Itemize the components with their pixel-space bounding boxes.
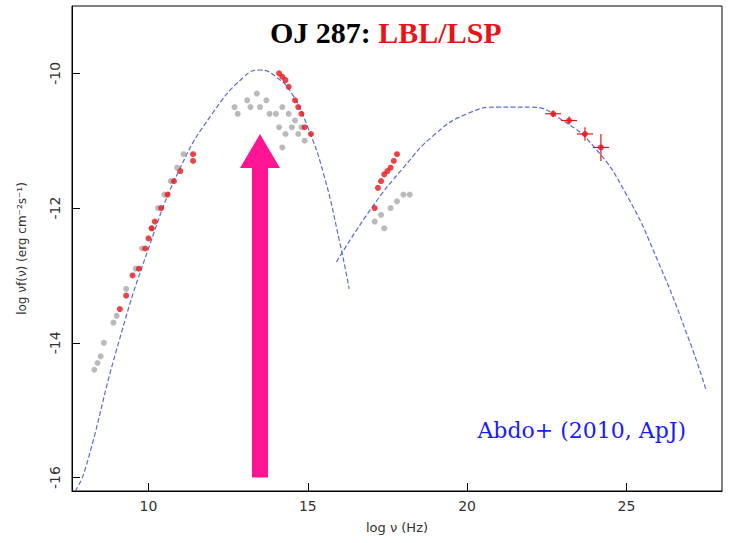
svg-text:-14: -14 xyxy=(47,331,63,354)
svg-text:20: 20 xyxy=(458,498,476,514)
svg-text:Abdo+ (2010, ApJ): Abdo+ (2010, ApJ) xyxy=(476,418,686,443)
svg-text:LBL/LSP: LBL/LSP xyxy=(378,16,501,49)
svg-text:log ν (Hz): log ν (Hz) xyxy=(366,520,428,535)
svg-text:25: 25 xyxy=(617,498,635,514)
svg-text:log νf(ν) (erg cm⁻²s⁻¹): log νf(ν) (erg cm⁻²s⁻¹) xyxy=(15,182,29,315)
svg-text:-12: -12 xyxy=(47,197,63,220)
svg-text:-10: -10 xyxy=(47,62,63,85)
svg-text:-16: -16 xyxy=(47,466,63,489)
svg-text:10: 10 xyxy=(140,498,158,514)
svg-text:OJ 287:: OJ 287: xyxy=(270,16,378,49)
svg-text:15: 15 xyxy=(299,498,317,514)
